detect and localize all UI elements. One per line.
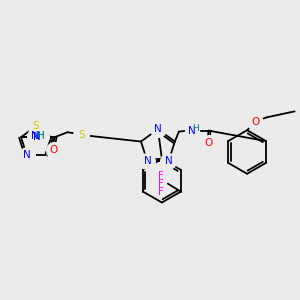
Text: N: N xyxy=(154,124,162,134)
Text: S: S xyxy=(33,121,39,131)
Text: H: H xyxy=(37,131,45,141)
Text: F: F xyxy=(158,179,164,189)
Text: F: F xyxy=(158,171,164,181)
Text: N: N xyxy=(23,150,31,160)
Text: O: O xyxy=(251,117,259,127)
Text: S: S xyxy=(78,130,85,140)
Text: O: O xyxy=(50,145,58,155)
Text: N: N xyxy=(144,157,151,166)
Text: N: N xyxy=(31,131,39,141)
Text: H: H xyxy=(192,124,199,133)
Text: N: N xyxy=(188,126,196,136)
Text: H: H xyxy=(38,131,44,140)
Text: N: N xyxy=(33,132,41,142)
Text: N: N xyxy=(164,157,172,166)
Text: F: F xyxy=(158,187,164,196)
Text: O: O xyxy=(204,139,213,148)
